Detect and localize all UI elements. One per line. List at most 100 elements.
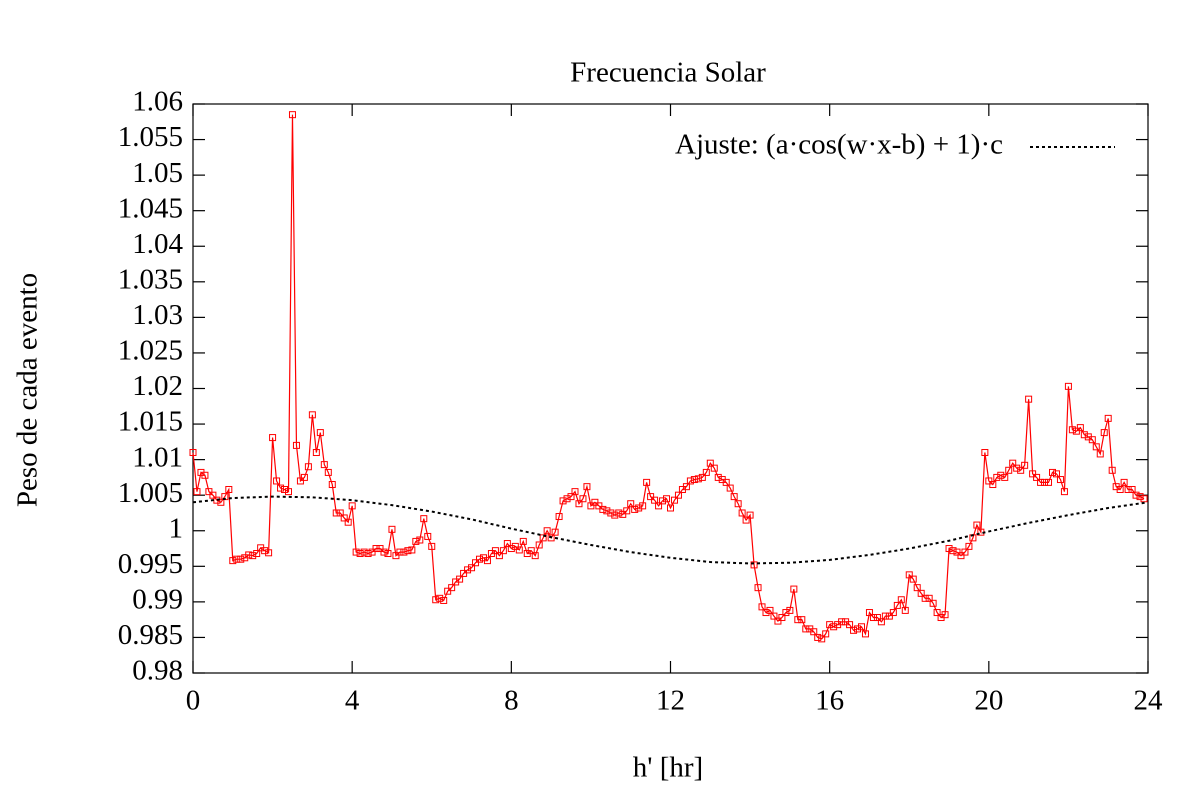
data-point [456, 575, 464, 583]
data-point [1072, 427, 1080, 435]
data-point [448, 584, 456, 592]
data-point [670, 496, 678, 504]
data-point [953, 548, 961, 556]
data-point [1049, 468, 1056, 476]
data-point [1096, 450, 1104, 458]
x-tick-label: 0 [186, 685, 201, 717]
data-point [539, 534, 547, 542]
data-point [929, 599, 937, 607]
x-tick-label: 20 [974, 685, 1003, 717]
y-tick-label: 1.02 [132, 370, 183, 402]
data-point [1088, 436, 1096, 444]
data-point [304, 463, 312, 471]
data-point [555, 513, 563, 521]
data-point [1092, 443, 1100, 451]
data-point [1140, 495, 1148, 503]
data-point [961, 548, 969, 556]
data-point [551, 528, 559, 536]
data-point [360, 548, 368, 556]
data-point [412, 537, 420, 545]
data-point [356, 550, 364, 558]
data-point [1100, 429, 1108, 437]
data-point [392, 552, 400, 560]
data-point [503, 540, 511, 548]
data-point [308, 411, 316, 419]
data-point [858, 623, 865, 631]
data-point [384, 550, 392, 558]
data-point [957, 552, 965, 560]
data-point [300, 473, 308, 481]
data-point [599, 505, 607, 513]
data-point [1025, 395, 1033, 403]
legend-label: Ajuste: (a·cos(w·x-b) + 1)·c [675, 129, 1003, 161]
data-point [249, 552, 257, 560]
data-point [854, 625, 862, 633]
data-point [352, 548, 360, 556]
data-point [885, 612, 893, 620]
data-point [237, 555, 245, 563]
data-point [782, 609, 790, 617]
data-point [296, 477, 304, 485]
data-point [770, 612, 778, 620]
data-point [746, 511, 754, 519]
data-point [1132, 491, 1140, 499]
data-point [543, 527, 551, 535]
data-point [587, 502, 595, 510]
data-point [889, 609, 897, 617]
data-point [288, 111, 296, 119]
data-point [1056, 476, 1064, 484]
data-point [647, 493, 655, 501]
data-point [826, 621, 834, 629]
data-point [655, 502, 663, 510]
data-point [603, 507, 611, 515]
data-point [698, 473, 706, 481]
data-point [320, 461, 328, 469]
data-point [420, 515, 428, 523]
data-point [444, 587, 452, 595]
data-point [368, 548, 376, 556]
data-point [245, 551, 253, 559]
data-point [615, 509, 623, 517]
data-point [893, 601, 901, 609]
data-point [547, 534, 555, 542]
data-point [714, 473, 722, 481]
data-point [396, 548, 404, 556]
data-point [265, 549, 273, 557]
data-point [1033, 473, 1041, 481]
data-point [464, 566, 472, 574]
data-point [1116, 485, 1124, 493]
data-point [897, 596, 905, 604]
data-point [193, 488, 201, 496]
data-point [861, 630, 869, 638]
data-point [460, 569, 468, 577]
x-axis-label: h' [hr] [633, 752, 703, 784]
data-point [627, 500, 635, 508]
data-point [348, 502, 356, 510]
data-point [416, 536, 424, 544]
data-point [846, 621, 854, 629]
data-point [483, 557, 491, 565]
data-point [921, 594, 929, 602]
data-point [865, 609, 873, 617]
data-point [499, 547, 507, 555]
data-point [981, 449, 989, 457]
data-point [766, 606, 774, 614]
data-point [639, 502, 647, 510]
data-point [205, 488, 213, 496]
data-point [372, 545, 380, 553]
y-tick-label: 1 [169, 512, 184, 544]
data-point [905, 571, 913, 579]
data-point [686, 477, 694, 485]
data-point [702, 468, 710, 476]
data-point [440, 596, 448, 604]
x-tick-label: 12 [656, 685, 685, 717]
data-point [877, 618, 885, 626]
data-point [881, 612, 889, 620]
data-point [710, 464, 718, 472]
y-tick-label: 1.035 [118, 263, 183, 295]
data-point [667, 504, 674, 512]
data-point [515, 546, 523, 554]
data-point [814, 633, 822, 641]
data-point [925, 594, 933, 602]
